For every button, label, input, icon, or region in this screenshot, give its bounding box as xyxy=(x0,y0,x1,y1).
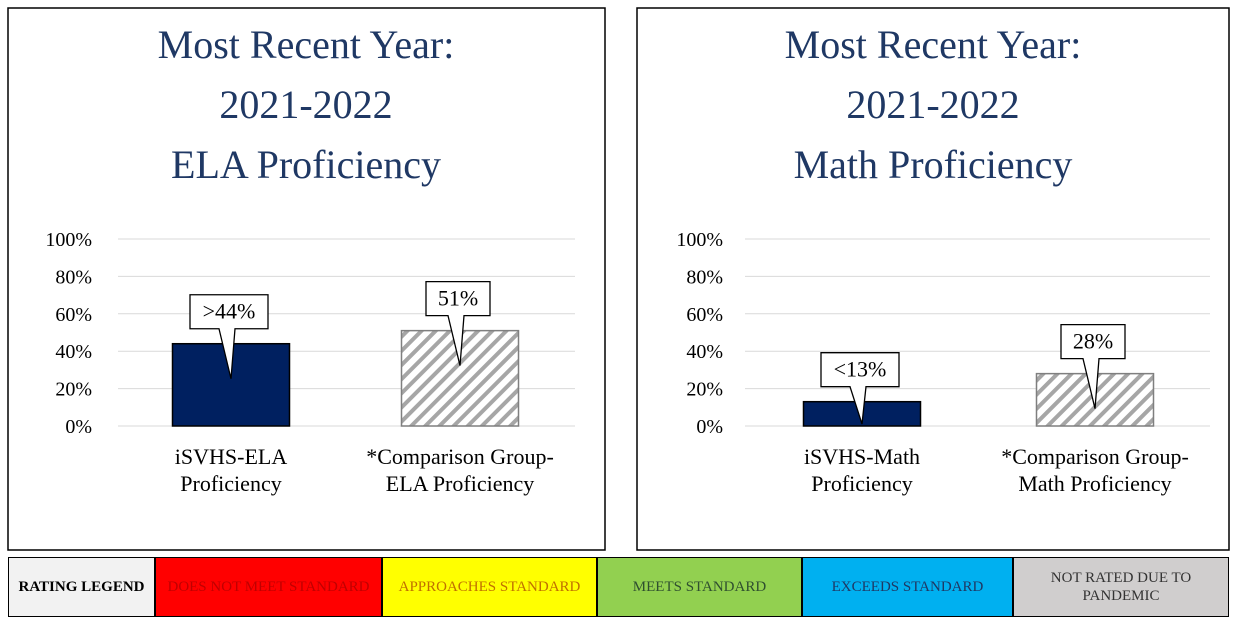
panel-border xyxy=(636,7,1230,551)
data-label: 51% xyxy=(438,286,478,311)
chart-title: ELA Proficiency xyxy=(171,142,441,187)
panel-border xyxy=(7,7,606,551)
legend-cell: MEETS STANDARD xyxy=(597,557,802,617)
chart-title: Math Proficiency xyxy=(794,142,1073,187)
chart-title: Most Recent Year: xyxy=(785,22,1082,67)
x-tick-label: iSVHS-Math Proficiency xyxy=(803,444,921,496)
legend-cell: NOT RATED DUE TO PANDEMIC xyxy=(1013,557,1229,617)
x-tick-label: iSVHS-ELA Proficiency xyxy=(174,444,288,496)
y-tick-label: 100% xyxy=(676,229,723,251)
y-tick-label: 0% xyxy=(65,416,92,438)
callout xyxy=(1060,323,1126,409)
legend-cell: RATING LEGEND xyxy=(8,557,155,617)
y-tick-label: 60% xyxy=(686,304,723,326)
y-tick-label: 80% xyxy=(686,266,723,288)
legend-cell: EXCEEDS STANDARD xyxy=(802,557,1013,617)
data-label: <13% xyxy=(834,357,887,382)
y-tick-label: 20% xyxy=(55,379,92,401)
chart-title: Most Recent Year: xyxy=(158,22,455,67)
chart-title: 2021-2022 xyxy=(219,82,392,127)
y-tick-label: 0% xyxy=(696,416,723,438)
y-tick-label: 100% xyxy=(45,229,92,251)
callout xyxy=(189,294,269,379)
data-label: 28% xyxy=(1073,329,1113,354)
callout xyxy=(425,280,491,366)
legend-cell: DOES NOT MEET STANDARD xyxy=(155,557,382,617)
y-tick-label: 80% xyxy=(55,266,92,288)
y-tick-label: 20% xyxy=(686,379,723,401)
legend-cell: APPROACHES STANDARD xyxy=(382,557,597,617)
data-label: >44% xyxy=(203,299,256,324)
x-tick-label: *Comparison Group-ELA Proficiency xyxy=(366,444,554,496)
y-tick-label: 60% xyxy=(55,304,92,326)
y-tick-label: 40% xyxy=(55,341,92,363)
callout xyxy=(820,352,900,425)
x-tick-label: *Comparison Group-Math Proficiency xyxy=(1001,444,1189,496)
y-tick-label: 40% xyxy=(686,341,723,363)
chart-title: 2021-2022 xyxy=(846,82,1019,127)
